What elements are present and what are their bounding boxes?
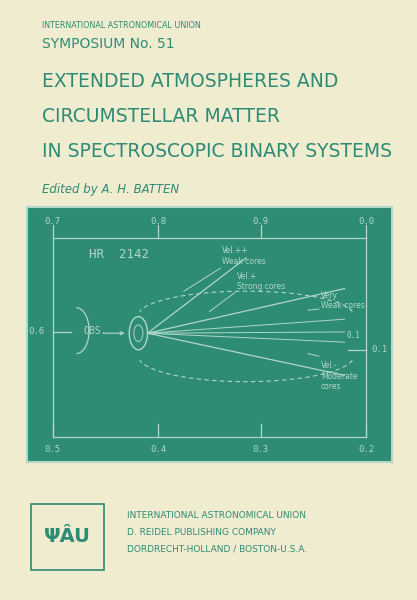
Text: 0.7: 0.7 [45,217,61,226]
Text: 0.1: 0.1 [347,331,360,340]
Text: DORDRECHT-HOLLAND / BOSTON-U.S.A.: DORDRECHT-HOLLAND / BOSTON-U.S.A. [127,545,307,554]
Text: Edited by A. H. BATTEN: Edited by A. H. BATTEN [42,183,179,196]
Text: OBS.: OBS. [84,326,107,335]
Text: ΨÂU: ΨÂU [44,527,91,547]
Bar [31,504,104,570]
Text: D. REIDEL PUBLISHING COMPANY: D. REIDEL PUBLISHING COMPANY [127,528,276,537]
Text: EXTENDED ATMOSPHERES AND: EXTENDED ATMOSPHERES AND [42,72,338,91]
Text: Vel.++
Weak cores: Vel.++ Weak cores [222,246,266,266]
Text: 0.8: 0.8 [151,217,166,226]
Text: SYMPOSIUM No. 51: SYMPOSIUM No. 51 [42,37,174,51]
Text: Very
Weak cores: Very Weak cores [321,291,364,310]
Text: 0.5: 0.5 [45,445,61,454]
Text: Vel.-
Moderate
cores: Vel.- Moderate cores [321,361,357,391]
Text: 0.2: 0.2 [358,445,374,454]
Text: INTERNATIONAL ASTRONOMICAL UNION: INTERNATIONAL ASTRONOMICAL UNION [127,511,306,520]
Text: CIRCUMSTELLAR MATTER: CIRCUMSTELLAR MATTER [42,107,280,126]
Text: 0.4: 0.4 [151,445,166,454]
Text: HR  2142: HR 2142 [89,248,149,261]
Text: 0.3: 0.3 [253,445,269,454]
Text: Vel.+
Strong cores: Vel.+ Strong cores [237,272,285,291]
Text: 0.9: 0.9 [253,217,269,226]
Text: 0.6: 0.6 [28,328,44,337]
Text: IN SPECTROSCOPIC BINARY SYSTEMS: IN SPECTROSCOPIC BINARY SYSTEMS [42,142,392,161]
Text: INTERNATIONAL ASTRONOMICAL UNION: INTERNATIONAL ASTRONOMICAL UNION [42,21,201,30]
Bar [27,207,392,462]
Text: 0.1: 0.1 [371,346,387,354]
Text: 0.0: 0.0 [358,217,374,226]
